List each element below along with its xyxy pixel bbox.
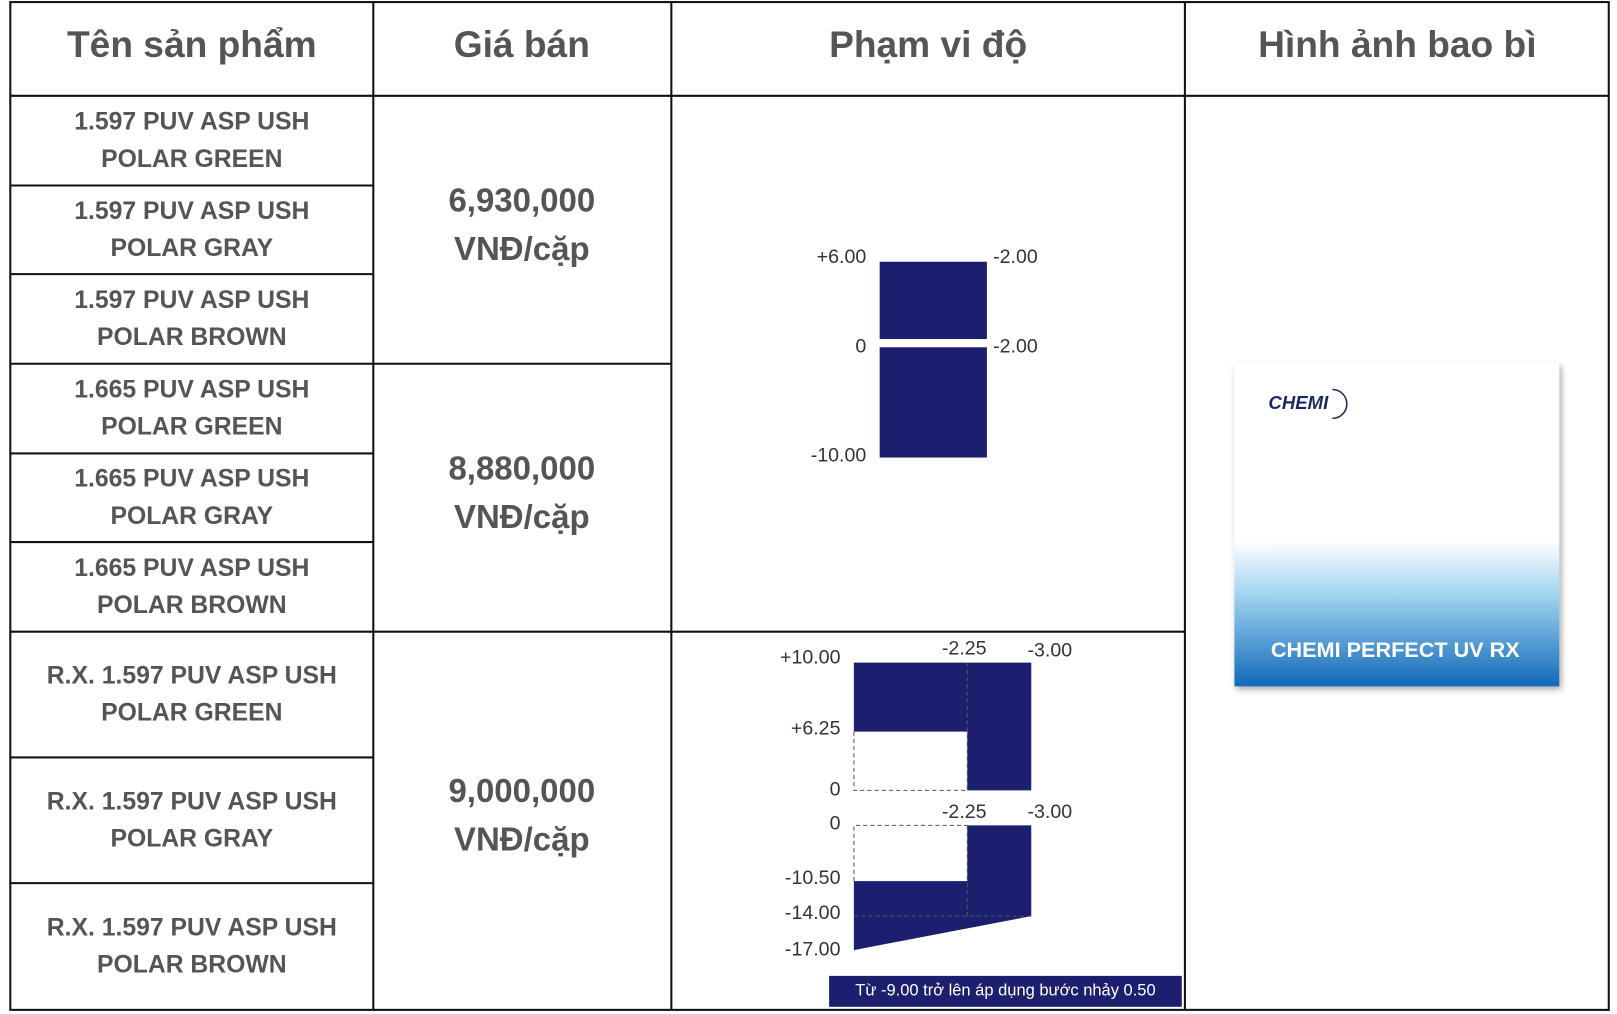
range-label: +10.00 [780, 647, 841, 669]
product-name-line1: 1.665 PUV ASP USH [74, 466, 309, 493]
range-label: -2.25 [942, 637, 987, 659]
package-image: CHEMI CHEMI PERFECT UV RX [1234, 362, 1560, 687]
package-product-name: CHEMI PERFECT UV RX [1271, 637, 1520, 662]
column-header: Giá bán [454, 23, 590, 65]
product-name-line1: 1.665 PUV ASP USH [74, 555, 309, 582]
price-amount: 8,880,000 [448, 450, 595, 487]
range-label: -3.00 [1027, 801, 1072, 823]
range-label: +6.25 [791, 718, 841, 740]
table-grid [9, 1, 1610, 1011]
range-label: -2.25 [942, 801, 987, 823]
range-label: -2.00 [993, 335, 1038, 357]
product-name-line2: POLAR GREEN [101, 700, 282, 727]
package-brand: CHEMI [1268, 392, 1329, 413]
range-note: Từ -9.00 trở lên áp dụng bước nhảy 0.50 [855, 982, 1155, 1000]
price-unit: VNĐ/cặp [454, 821, 590, 858]
product-name-line2: POLAR GREEN [101, 414, 282, 441]
range-label: +6.00 [817, 246, 867, 268]
product-name-line2: POLAR GRAY [110, 235, 273, 262]
product-name-line1: R.X. 1.597 PUV ASP USH [47, 788, 337, 815]
column-header: Phạm vi độ [829, 23, 1027, 65]
price-amount: 6,930,000 [448, 182, 595, 219]
column-header: Tên sản phẩm [67, 23, 317, 65]
range-label: 0 [830, 813, 841, 835]
product-name-line1: 1.597 PUV ASP USH [74, 109, 309, 136]
product-name-line2: POLAR BROWN [97, 324, 287, 351]
product-name-line1: 1.665 PUV ASP USH [74, 377, 309, 404]
range-rx-diagram: Từ -9.00 trở lên áp dụng bước nhảy 0.50 [829, 662, 1182, 1007]
product-name-line1: R.X. 1.597 PUV ASP USH [47, 915, 337, 942]
product-name-line1: 1.597 PUV ASP USH [74, 287, 309, 314]
range-stock-diagram [879, 261, 987, 458]
range-label: -10.50 [785, 867, 841, 889]
price-unit: VNĐ/cặp [454, 230, 590, 267]
product-name-line2: POLAR GREEN [101, 146, 282, 173]
product-name-line2: POLAR BROWN [97, 952, 287, 979]
range-label: -10.00 [811, 445, 867, 467]
column-header: Hình ảnh bao bì [1258, 23, 1536, 65]
range-label: -17.00 [785, 938, 841, 960]
product-name-line1: 1.597 PUV ASP USH [74, 198, 309, 225]
product-name-line1: R.X. 1.597 PUV ASP USH [47, 663, 337, 690]
range-label: 0 [855, 335, 866, 357]
range-label: 0 [830, 779, 841, 801]
price-unit: VNĐ/cặp [454, 498, 590, 535]
range-label: -3.00 [1027, 639, 1072, 661]
product-name-line2: POLAR GRAY [110, 825, 273, 852]
product-name-line2: POLAR GRAY [110, 503, 273, 530]
price-amount: 9,000,000 [448, 772, 595, 809]
product-name-line2: POLAR BROWN [97, 592, 287, 619]
range-label: -2.00 [993, 246, 1038, 268]
range-label: -14.00 [785, 902, 841, 924]
